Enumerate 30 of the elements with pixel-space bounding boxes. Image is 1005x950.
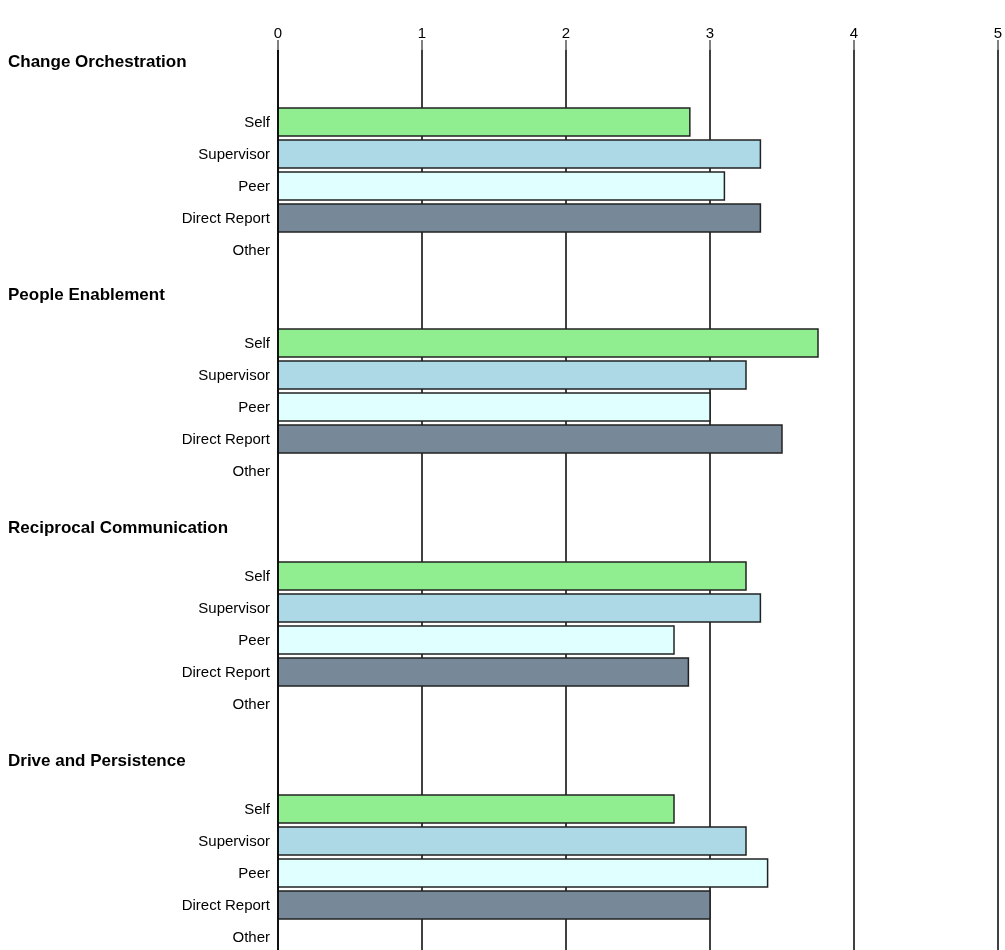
y-tick-label: Peer: [238, 864, 270, 882]
y-tick-label: Peer: [238, 177, 270, 195]
y-tick-label: Peer: [238, 398, 270, 416]
y-tick-label: Peer: [238, 631, 270, 649]
text: Change Orchestration: [8, 50, 187, 74]
x-tick-label: 2: [561, 24, 571, 41]
y-tick-label: Other: [232, 928, 270, 946]
x-tick-label: 0: [273, 24, 283, 41]
text: Drive and Persistence: [8, 749, 186, 773]
y-tick-label: Supervisor: [198, 366, 270, 384]
y-tick-label: Other: [232, 462, 270, 480]
y-tick-label: Direct Report: [181, 663, 271, 681]
y-tick-label: Other: [232, 241, 270, 259]
text: Reciprocal Communication: [8, 516, 229, 540]
text: People Enablement: [8, 283, 165, 307]
y-tick-label: Self: [244, 800, 271, 818]
x-tick-label: 3: [705, 24, 715, 41]
y-tick-label: Direct Report: [181, 896, 271, 914]
y-tick-label: Self: [244, 567, 271, 585]
y-tick-label: Other: [232, 695, 270, 713]
x-tick-label: 1: [417, 24, 427, 41]
x-tick-label: 4: [849, 24, 859, 41]
y-tick-label: Self: [244, 334, 271, 352]
y-tick-label: Supervisor: [198, 145, 270, 163]
y-tick-label: Direct Report: [181, 209, 271, 227]
y-tick-label: Self: [244, 113, 271, 131]
y-tick-label: Supervisor: [198, 832, 270, 850]
y-tick-label: Direct Report: [181, 430, 271, 448]
y-tick-label: Supervisor: [198, 599, 270, 617]
x-tick-label: 5: [993, 24, 1003, 41]
